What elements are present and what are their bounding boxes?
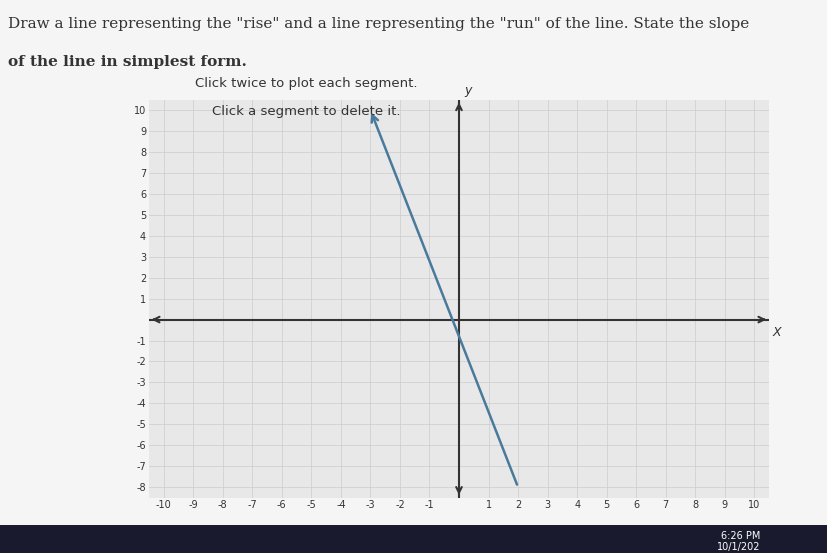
Text: X: X [772,326,781,338]
Text: y: y [464,85,471,97]
Text: Click twice to plot each segment.: Click twice to plot each segment. [194,77,418,91]
Text: Draw a line representing the "rise" and a line representing the "run" of the lin: Draw a line representing the "rise" and … [8,17,749,30]
Text: of the line in simplest form.: of the line in simplest form. [8,55,247,69]
Text: 6:26 PM: 6:26 PM [721,531,761,541]
Text: Click a segment to delete it.: Click a segment to delete it. [212,105,400,118]
Text: 10/1/202: 10/1/202 [717,542,761,552]
